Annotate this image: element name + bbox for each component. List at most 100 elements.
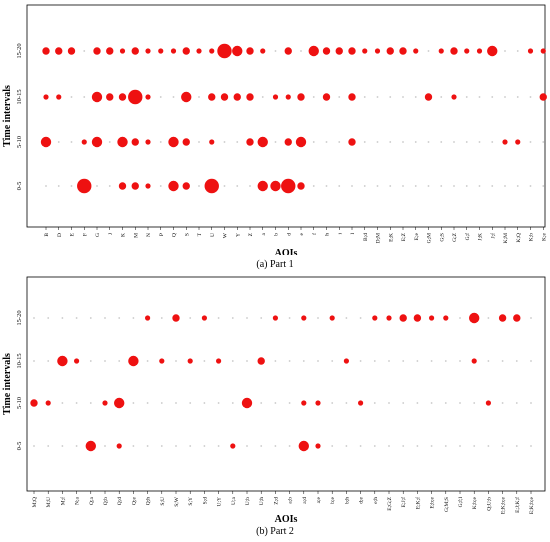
y-axis-title: Time intervals: [2, 85, 13, 147]
x-tick-label: K;e: [541, 232, 547, 241]
bubble-point: [117, 136, 128, 148]
grid-dot: [530, 360, 532, 362]
bubble-point: [43, 94, 49, 100]
bubble-point: [145, 183, 151, 189]
bubble-point: [74, 358, 80, 364]
bubble-point: [246, 47, 254, 55]
bubble-point: [196, 48, 202, 54]
bubble-point: [348, 47, 356, 55]
x-tick-label: K;b: [529, 233, 535, 242]
x-tick-label: U;a: [231, 496, 237, 505]
grid-dot: [515, 445, 518, 447]
grid-dot: [363, 96, 366, 98]
bubble-point: [93, 47, 101, 55]
bubble-point: [201, 315, 207, 321]
x-tick-label: M;Q: [32, 497, 38, 507]
grid-dot: [260, 402, 263, 404]
bubble-point: [438, 48, 444, 54]
grid-dot: [217, 317, 220, 319]
x-tick-label: K;M: [503, 233, 509, 244]
x-tick-label: Q;d: [117, 497, 123, 506]
bubble-point: [443, 315, 449, 321]
grid-dot: [317, 360, 319, 362]
x-tick-label: Q;U;b: [486, 497, 492, 511]
grid-dot: [132, 402, 135, 404]
x-tick-label: U;Y: [217, 497, 223, 507]
x-tick-label: S;U: [160, 497, 166, 506]
grid-dot: [501, 445, 504, 447]
bubble-point: [220, 93, 229, 101]
x-tick-label: Q: [172, 233, 178, 237]
bubble-point: [168, 180, 179, 192]
bubble-point: [106, 47, 114, 55]
grid-dot: [338, 96, 341, 98]
bubble-point: [172, 314, 180, 322]
bubble-point: [295, 136, 307, 148]
x-tick-label: E;J;K;f: [514, 497, 521, 513]
x-tick-label: G;f;l: [457, 497, 464, 508]
bubble-point: [217, 43, 232, 59]
x-tick-label: b;e: [330, 496, 336, 503]
x-tick-label: i: [337, 233, 343, 235]
bubble-point: [114, 397, 125, 409]
grid-dot: [487, 360, 490, 362]
grid-dot: [75, 317, 78, 319]
bubble-point: [131, 138, 139, 146]
grid-dot: [359, 360, 362, 362]
grid-dot: [33, 317, 35, 319]
x-tick-label: S: [184, 233, 190, 236]
grid-dot: [231, 402, 234, 404]
x-tick-label: S;d: [202, 497, 208, 505]
grid-dot: [373, 360, 376, 362]
bubble-point: [260, 48, 266, 54]
x-tick-label: J;f: [489, 233, 496, 239]
x-tick-label: W: [223, 232, 229, 238]
bubble-point: [230, 443, 236, 449]
grid-dot: [444, 445, 447, 447]
grid-dot: [465, 96, 468, 98]
bubble-point: [208, 93, 216, 101]
grid-dot: [189, 402, 192, 404]
bubble-point: [145, 315, 151, 321]
grid-dot: [427, 185, 430, 187]
grid-dot: [459, 317, 461, 319]
x-tick-label: E;b;e: [430, 496, 436, 508]
grid-dot: [416, 360, 419, 362]
grid-dot: [61, 445, 64, 447]
grid-dot: [288, 402, 291, 404]
x-tick-label: l: [350, 233, 356, 235]
x-tick-label: U;h: [259, 497, 265, 506]
x-tick-label: h: [325, 233, 331, 236]
grid-dot: [47, 445, 50, 447]
grid-dot: [231, 360, 234, 362]
y-tick-label: 10-15: [16, 89, 23, 104]
grid-dot: [345, 402, 348, 404]
grid-dot: [175, 445, 177, 447]
bubble-point: [182, 182, 190, 190]
x-tick-label: Q;a: [89, 496, 95, 505]
grid-dot: [217, 445, 220, 447]
grid-dot: [529, 141, 532, 143]
grid-dot: [444, 360, 447, 362]
bubble-point: [118, 93, 127, 101]
bubble-point: [464, 48, 470, 54]
bubble-point: [55, 47, 63, 55]
grid-dot: [427, 50, 430, 52]
grid-dot: [300, 50, 302, 52]
grid-dot: [33, 360, 35, 362]
grid-dot: [459, 445, 461, 447]
bubble-point: [329, 315, 335, 321]
grid-dot: [331, 445, 334, 447]
bubble-point: [322, 47, 331, 55]
grid-dot: [530, 317, 532, 319]
bubble-point: [372, 315, 378, 321]
bubble-point: [131, 182, 139, 190]
grid-dot: [160, 445, 163, 447]
x-tick-label: Q;b: [103, 497, 109, 506]
grid-dot: [159, 141, 162, 143]
grid-dot: [530, 445, 532, 447]
bubble-point: [182, 138, 190, 146]
x-tick-label: K;Q: [516, 233, 522, 243]
y-axis-title: Time intervals: [2, 353, 13, 415]
grid-dot: [515, 402, 518, 404]
